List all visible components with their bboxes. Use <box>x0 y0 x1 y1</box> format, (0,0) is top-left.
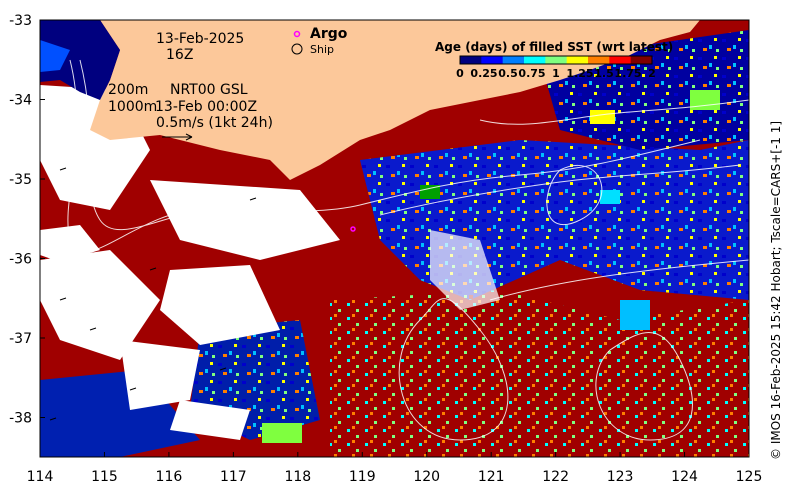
contour-200-label: 200m <box>108 82 148 98</box>
valid-time-label: 13-Feb 00:00Z <box>155 99 257 115</box>
ship-legend-label: Ship <box>310 43 334 56</box>
x-tick-label: 121 <box>478 469 505 485</box>
colorbar-title: Age (days) of filled SST (wrt latest) <box>435 40 673 54</box>
colorbar-swatch <box>481 56 504 64</box>
x-tick-label: 123 <box>607 469 634 485</box>
argo-legend-label: Argo <box>310 26 348 42</box>
date-label: 13-Feb-2025 <box>156 31 244 47</box>
x-tick-label: 114 <box>27 469 54 485</box>
colorbar-swatch <box>630 56 653 64</box>
colorbar-swatch <box>588 56 610 64</box>
colorbar-swatch <box>524 56 546 64</box>
colorbar-swatch <box>502 56 525 64</box>
colorbar-swatch <box>609 56 632 64</box>
argo-float-marker <box>350 226 356 232</box>
colorbar-tick-label: 0.5 <box>498 67 518 80</box>
x-tick-label: 117 <box>220 469 247 485</box>
colorbar-tick-label: 2 <box>648 67 656 80</box>
product-label: NRT00 GSL <box>170 82 248 98</box>
colorbar-swatch <box>545 56 568 64</box>
ship-legend-icon <box>291 43 303 55</box>
colorbar-tick-label: 0 <box>456 67 464 80</box>
contour-1000-label: 1000m <box>108 99 157 115</box>
y-axis: -33 -34 -35 -36 -37 -38 <box>9 13 45 427</box>
argo-legend-icon <box>293 30 301 38</box>
credit-label: © IMOS 16-Feb-2025 15:42 Hobart; Tscale=… <box>769 121 783 460</box>
x-tick-label: 120 <box>413 469 440 485</box>
colorbar <box>459 55 653 65</box>
time-label: 16Z <box>166 47 193 63</box>
colorbar-tick-label: 1.5 <box>594 67 614 80</box>
y-tick-label: -33 <box>9 13 32 29</box>
current-vectors <box>49 167 257 421</box>
x-tick-label: 118 <box>284 469 311 485</box>
colorbar-swatch <box>566 56 589 64</box>
colorbar-tick-label: 1.75 <box>614 67 641 80</box>
x-tick-label: 122 <box>542 469 569 485</box>
colorbar-tick-label: 1.25 <box>566 67 593 80</box>
y-tick-label: -34 <box>9 93 32 109</box>
sst-field <box>40 20 749 457</box>
x-tick-label: 125 <box>736 469 763 485</box>
colorbar-tick-label: 0.75 <box>518 67 545 80</box>
colorbar-ticks: 0 0.25 0.5 0.75 1 1.25 1.5 1.75 2 <box>456 67 656 80</box>
x-axis: 114 115 116 117 118 119 120 121 122 123 124 125 <box>27 452 763 485</box>
vector-scale-arrow <box>162 133 193 141</box>
y-tick-label: -36 <box>9 252 32 268</box>
colorbar-swatch <box>460 56 482 64</box>
x-tick-label: 116 <box>156 469 183 485</box>
bathymetry-contours <box>67 59 749 441</box>
plot-frame <box>39 19 750 458</box>
y-tick-label: -38 <box>9 411 32 427</box>
x-tick-label: 119 <box>349 469 376 485</box>
y-tick-label: -37 <box>9 331 32 347</box>
x-tick-label: 124 <box>671 469 698 485</box>
y-tick-label: -35 <box>9 172 32 188</box>
vector-scale-label: 0.5m/s (1kt 24h) <box>156 115 273 131</box>
colorbar-frame <box>459 55 653 65</box>
x-tick-label: 115 <box>91 469 118 485</box>
colorbar-tick-label: 0.25 <box>470 67 497 80</box>
colorbar-tick-label: 1 <box>552 67 560 80</box>
